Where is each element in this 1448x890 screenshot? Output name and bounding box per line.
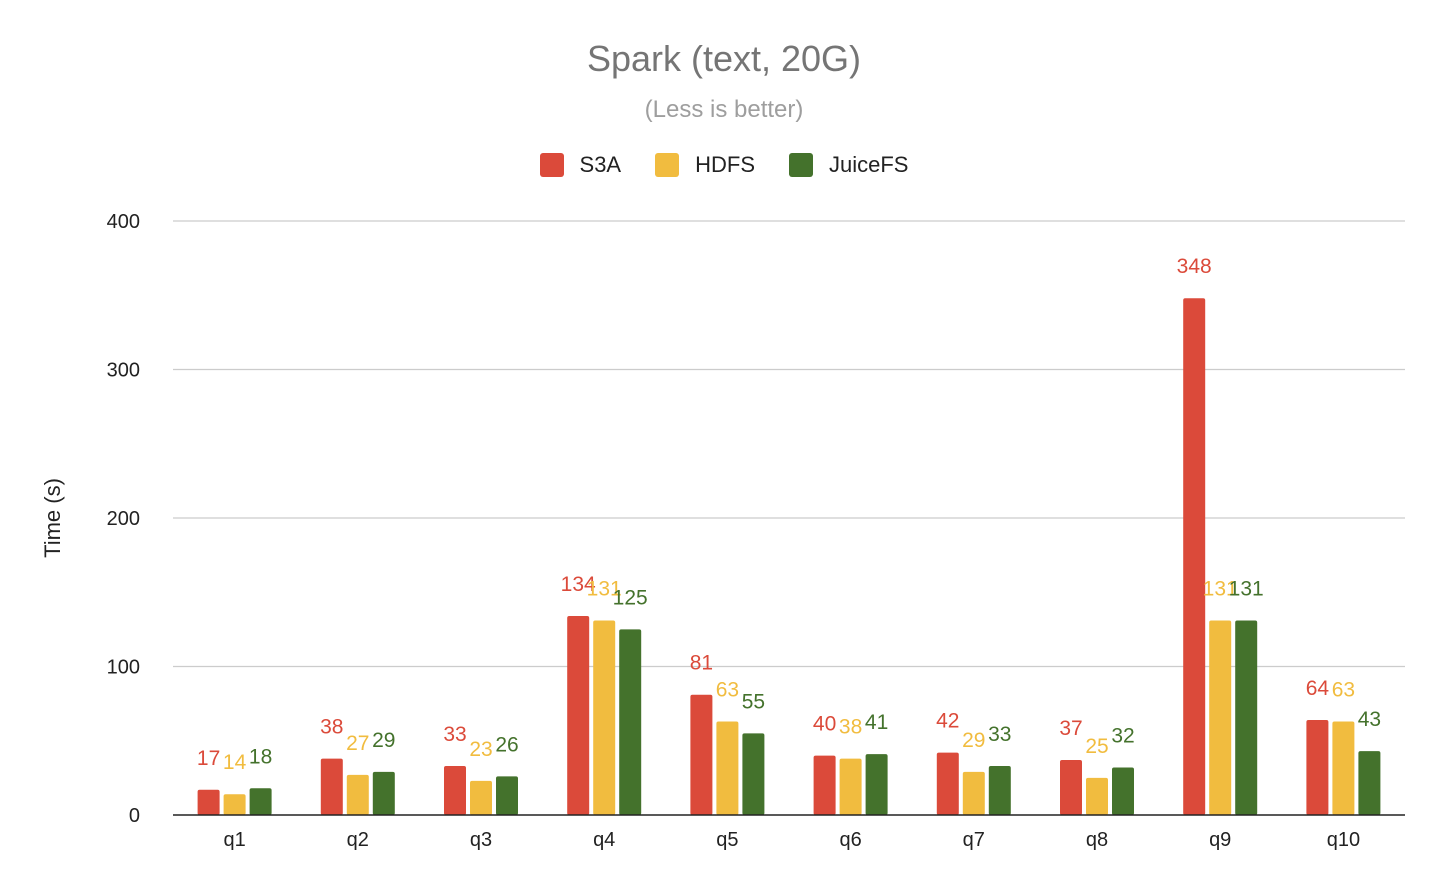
legend-label-s3a: S3A <box>579 152 622 177</box>
bar-s3a-q8 <box>1060 760 1082 815</box>
bar-hdfs-q6 <box>839 758 862 815</box>
bar-s3a-q3 <box>444 765 466 815</box>
data-label-juicefs-q1: 18 <box>249 745 272 768</box>
data-label-s3a-q9: 348 <box>1177 255 1212 278</box>
legend-item-s3a: S3A <box>539 152 622 178</box>
x-tick-label-q1: q1 <box>223 829 245 851</box>
data-label-s3a-q3: 33 <box>443 723 466 746</box>
bar-s3a-q5 <box>690 694 713 815</box>
bar-s3a-q4 <box>567 616 590 815</box>
legend-item-juicefs: JuiceFS <box>789 152 908 178</box>
legend-swatch-juicefs <box>789 153 813 177</box>
bar-s3a-q1 <box>197 789 220 815</box>
bar-juicefs-q8 <box>1112 767 1134 815</box>
data-label-hdfs-q1: 14 <box>223 751 247 774</box>
data-label-juicefs-q4: 125 <box>613 586 648 609</box>
legend-label-hdfs: HDFS <box>695 152 755 177</box>
bar-hdfs-q9 <box>1209 620 1232 815</box>
x-tick-label-q10: q10 <box>1327 829 1360 851</box>
x-tick-label-q6: q6 <box>839 829 861 851</box>
data-label-hdfs-q8: 25 <box>1085 735 1108 758</box>
bar-hdfs-q10 <box>1332 721 1355 815</box>
data-label-hdfs-q10: 63 <box>1332 678 1355 701</box>
x-tick-label-q4: q4 <box>593 829 615 851</box>
bar-juicefs-q3 <box>496 776 518 815</box>
x-tick-label-q3: q3 <box>470 829 492 851</box>
legend-swatch-s3a <box>539 153 564 177</box>
legend-item-hdfs: HDFS <box>655 152 755 178</box>
bar-hdfs-q1 <box>223 794 246 815</box>
bar-hdfs-q8 <box>1086 777 1108 815</box>
bar-juicefs-q5 <box>742 733 765 815</box>
bar-s3a-q6 <box>813 755 836 815</box>
bar-juicefs-q4 <box>619 629 642 815</box>
bar-hdfs-q2 <box>346 774 369 815</box>
data-label-juicefs-q9: 131 <box>1229 577 1264 600</box>
y-tick-label: 300 <box>107 360 140 382</box>
bar-hdfs-q5 <box>716 721 739 815</box>
data-label-s3a-q8: 37 <box>1059 717 1082 740</box>
data-label-hdfs-q9: 131 <box>1203 577 1238 600</box>
bar-juicefs-q6 <box>865 754 888 815</box>
data-label-juicefs-q3: 26 <box>495 733 518 756</box>
x-tick-label-q7: q7 <box>963 829 985 851</box>
bar-s3a-q9 <box>1183 298 1206 816</box>
data-label-juicefs-q5: 55 <box>742 690 765 713</box>
data-label-s3a-q1: 17 <box>197 747 220 770</box>
data-label-juicefs-q8: 32 <box>1111 724 1134 747</box>
x-tick-label-q5: q5 <box>716 829 738 851</box>
data-label-s3a-q5: 81 <box>690 652 713 675</box>
data-label-s3a-q10: 64 <box>1306 677 1330 700</box>
y-tick-label: 100 <box>107 657 140 679</box>
data-label-juicefs-q10: 43 <box>1358 708 1381 731</box>
bar-juicefs-q10 <box>1358 751 1381 815</box>
data-label-s3a-q6: 40 <box>813 713 836 736</box>
bar-s3a-q2 <box>320 758 343 815</box>
data-label-hdfs-q7: 29 <box>962 729 985 752</box>
legend: S3A HDFS JuiceFS <box>0 152 1448 178</box>
x-tick-label-q2: q2 <box>347 829 369 851</box>
x-tick-label-q9: q9 <box>1209 829 1231 851</box>
data-label-hdfs-q4: 131 <box>587 577 622 600</box>
bar-hdfs-q3 <box>470 780 492 815</box>
bar-s3a-q7 <box>936 752 959 815</box>
data-label-juicefs-q7: 33 <box>988 723 1011 746</box>
legend-label-juicefs: JuiceFS <box>829 152 909 177</box>
data-label-juicefs-q2: 29 <box>372 729 395 752</box>
chart-subtitle: (Less is better) <box>644 96 804 123</box>
data-label-hdfs-q6: 38 <box>839 716 862 739</box>
data-label-s3a-q7: 42 <box>936 710 959 733</box>
bar-hdfs-q7 <box>962 771 985 815</box>
data-label-s3a-q2: 38 <box>320 716 343 739</box>
data-label-hdfs-q5: 63 <box>716 678 739 701</box>
data-label-hdfs-q2: 27 <box>346 732 369 755</box>
bar-hdfs-q4 <box>593 620 616 815</box>
bar-juicefs-q1 <box>249 788 272 815</box>
x-tick-label-q8: q8 <box>1086 829 1108 851</box>
bar-juicefs-q7 <box>988 765 1011 815</box>
bar-juicefs-q2 <box>372 771 395 815</box>
chart-title: Spark (text, 20G) <box>586 38 862 79</box>
bar-s3a-q10 <box>1306 719 1329 815</box>
data-label-juicefs-q6: 41 <box>865 711 888 734</box>
y-tick-label: 400 <box>107 211 140 233</box>
data-label-hdfs-q3: 23 <box>469 738 492 761</box>
data-label-s3a-q4: 134 <box>561 573 596 596</box>
bar-juicefs-q9 <box>1235 620 1258 815</box>
y-axis-title: Time (s) <box>40 478 65 558</box>
legend-swatch-hdfs <box>655 153 680 177</box>
y-tick-label: 200 <box>107 508 140 530</box>
y-tick-label: 0 <box>129 805 140 827</box>
